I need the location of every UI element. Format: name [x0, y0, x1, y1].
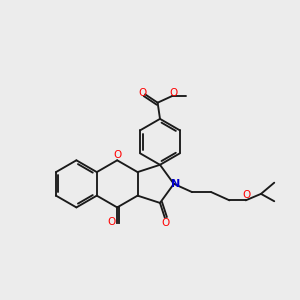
Text: O: O — [161, 218, 170, 228]
Text: N: N — [171, 179, 180, 189]
Text: O: O — [169, 88, 177, 98]
Text: O: O — [113, 150, 121, 160]
Text: O: O — [242, 190, 250, 200]
Text: O: O — [108, 217, 116, 227]
Text: O: O — [138, 88, 146, 98]
